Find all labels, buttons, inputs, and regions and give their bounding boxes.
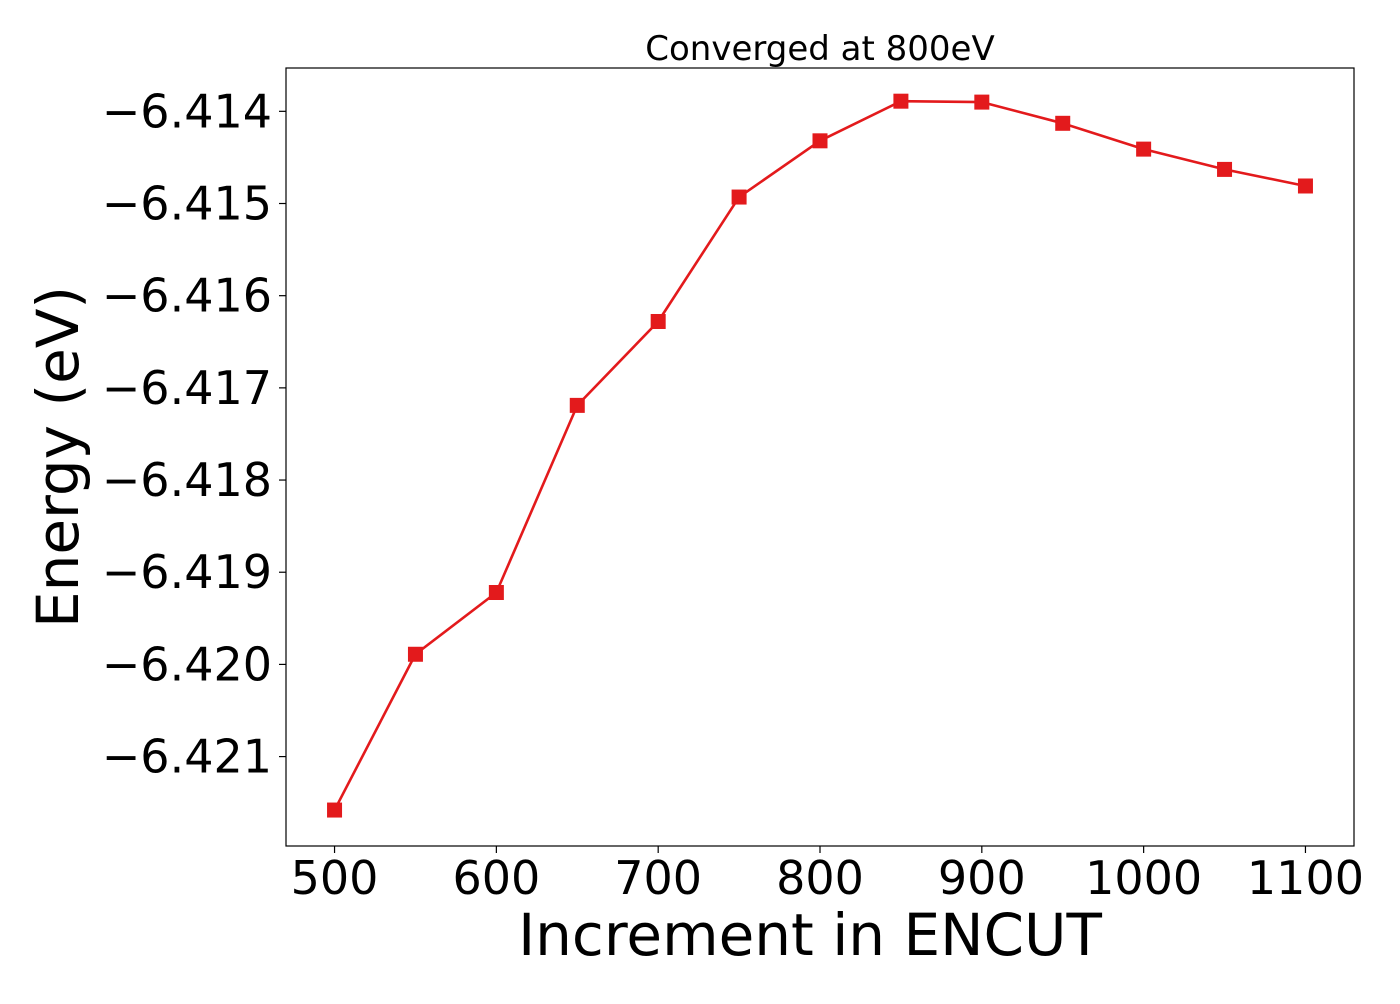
x-tick-label: 1000 [1085, 851, 1202, 905]
x-tick-label: 700 [614, 851, 702, 905]
y-tick-label: −6.416 [102, 269, 272, 323]
y-tick-label: −6.420 [102, 637, 272, 691]
x-tick-label: 1100 [1247, 851, 1364, 905]
x-tick-label: 600 [452, 851, 540, 905]
data-point-marker [327, 802, 343, 818]
data-point-marker [407, 646, 423, 662]
y-tick-label: −6.419 [102, 545, 272, 599]
y-axis-label: Energy (eV) [24, 286, 92, 628]
plot-area-frame [285, 67, 1355, 847]
data-point-marker [731, 189, 747, 205]
chart-title: Converged at 800eV [645, 29, 994, 69]
x-tick-label: 500 [291, 851, 379, 905]
data-point-marker [650, 313, 666, 329]
y-tick-label: −6.417 [102, 361, 272, 415]
series-line [333, 99, 1306, 811]
x-tick-label: 900 [938, 851, 1026, 905]
data-point-marker [812, 133, 828, 149]
data-point-marker [1297, 178, 1313, 194]
y-tick-label: −6.421 [102, 730, 272, 784]
data-point-marker [893, 93, 909, 109]
data-point-marker [488, 585, 504, 601]
data-point-marker [569, 397, 585, 413]
x-tick-label: 800 [776, 851, 864, 905]
y-axis-ticks: −6.414 −6.415 −6.416 −6.417 −6.418 −6.419 −6.4… [102, 84, 286, 784]
y-tick-label: −6.415 [102, 177, 272, 231]
data-point-marker [1055, 115, 1071, 131]
y-tick-label: −6.414 [102, 84, 272, 138]
data-point-marker [974, 94, 990, 110]
x-axis-ticks: 500 600 700 800 900 1000 1100 [291, 846, 1364, 905]
x-axis-label: Increment in ENCUT [518, 901, 1102, 969]
data-point-marker [1217, 161, 1233, 177]
data-point-marker [1136, 141, 1152, 157]
y-tick-label: −6.418 [102, 453, 272, 507]
series-layer [327, 93, 1313, 818]
